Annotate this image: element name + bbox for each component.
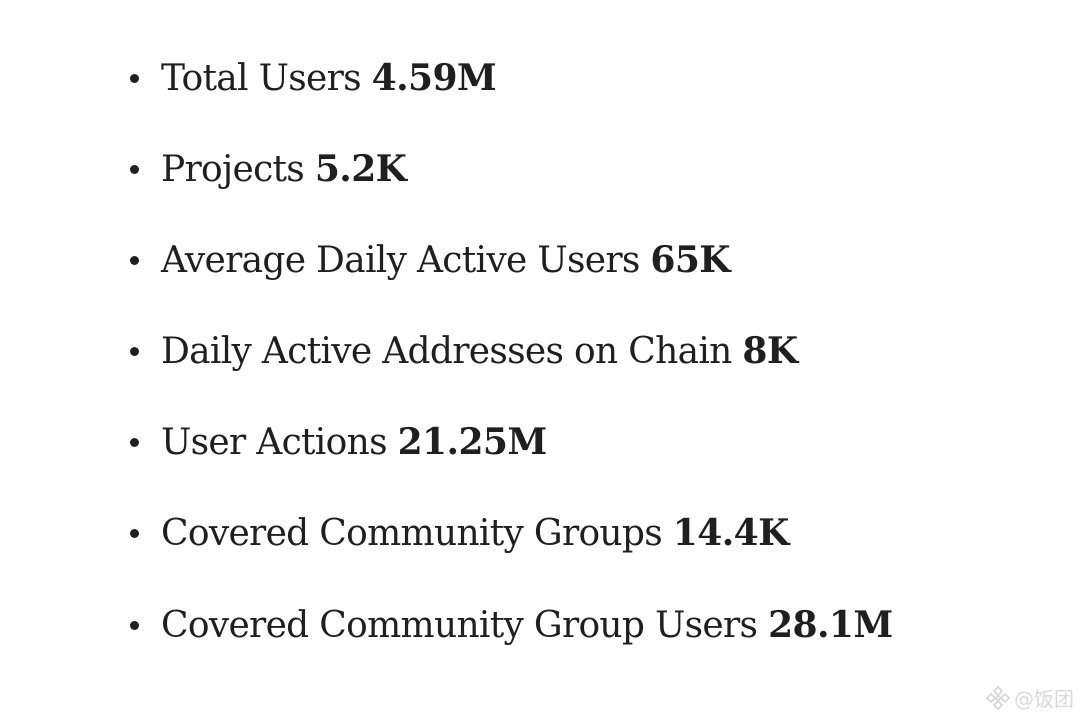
bullet-icon <box>130 347 139 356</box>
stat-text: Average Daily Active Users 65K <box>161 239 731 281</box>
binance-logo-icon <box>985 685 1011 711</box>
watermark-text: @饭团 <box>1014 687 1074 711</box>
stat-label: Average Daily Active Users <box>161 240 640 281</box>
watermark: @饭团 <box>985 683 1074 712</box>
stat-label: Covered Community Group Users <box>161 605 758 646</box>
bullet-icon <box>130 438 139 447</box>
list-item: Total Users 4.59M <box>0 48 1000 108</box>
stat-label: User Actions <box>161 422 388 463</box>
stat-text: Daily Active Addresses on Chain 8K <box>161 331 798 372</box>
stat-label: Daily Active Addresses on Chain <box>161 331 732 372</box>
list-item: Daily Active Addresses on Chain 8K <box>0 321 1000 381</box>
bullet-icon <box>130 74 139 83</box>
stat-value: 28.1M <box>768 604 893 646</box>
stat-label: Covered Community Groups <box>161 513 663 554</box>
stat-text: Total Users 4.59M <box>161 57 497 99</box>
stat-label: Total Users <box>161 58 362 99</box>
stat-value: 21.25M <box>397 421 548 463</box>
list-item: Projects 5.2K <box>0 139 1000 199</box>
stat-value: 8K <box>742 330 798 372</box>
bullet-icon <box>130 165 139 174</box>
stat-text: Covered Community Group Users 28.1M <box>161 605 893 646</box>
bullet-icon <box>130 621 139 630</box>
stat-value: 14.4K <box>672 512 790 554</box>
stat-label: Projects <box>161 149 305 190</box>
stat-text: Projects 5.2K <box>161 148 407 190</box>
bullet-icon <box>130 256 139 265</box>
list-item: Covered Community Group Users 28.1M <box>0 595 1000 655</box>
stat-text: Covered Community Groups 14.4K <box>161 513 789 554</box>
stat-value: 65K <box>650 239 730 281</box>
stat-text: User Actions 21.25M <box>161 422 547 463</box>
stat-value: 5.2K <box>314 148 407 190</box>
list-item: User Actions 21.25M <box>0 412 1000 472</box>
stat-value: 4.59M <box>371 57 497 99</box>
list-item: Covered Community Groups 14.4K <box>0 503 1000 563</box>
list-item: Average Daily Active Users 65K <box>0 230 1000 290</box>
bullet-icon <box>130 529 139 538</box>
